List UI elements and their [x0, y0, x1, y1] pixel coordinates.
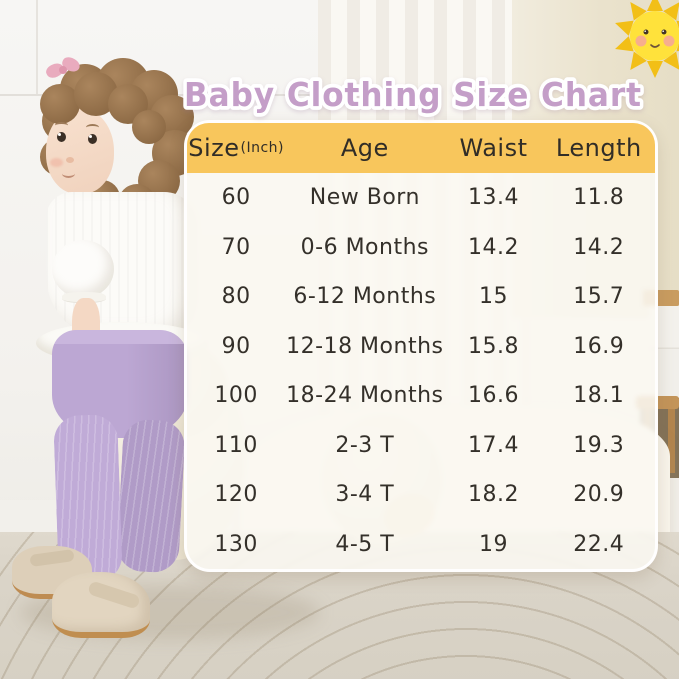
- cell-waist: 15: [479, 284, 508, 310]
- cell-length: 16.9: [573, 333, 625, 359]
- sun-face: [630, 11, 679, 61]
- toddler-cheek: [50, 158, 63, 167]
- cell-waist: 15.8: [468, 333, 519, 359]
- cell-age: 0-6 Months: [300, 234, 429, 260]
- cell-length: 18.1: [573, 383, 625, 409]
- toddler-eye: [57, 132, 66, 142]
- cell-length: 11.8: [573, 185, 625, 211]
- cell-waist: 14.2: [468, 234, 519, 260]
- toddler-eye: [88, 134, 97, 144]
- cell-age: New Born: [309, 185, 420, 211]
- table-row: 100 18-24 Months 16.6 18.1: [187, 371, 655, 421]
- table-row: 70 0-6 Months 14.2 14.2: [187, 223, 655, 273]
- cell-size: 100: [214, 383, 258, 409]
- table-header-row: Size (Inch) Age Waist Length: [187, 123, 655, 173]
- cell-length: 14.2: [573, 234, 625, 260]
- cell-age: 4-5 T: [335, 531, 395, 557]
- page-title: Baby Clothing Size Chart: [180, 71, 645, 118]
- pink-bow-knot: [59, 66, 67, 74]
- table-row: 90 12-18 Months 15.8 16.9: [187, 322, 655, 372]
- cell-size: 90: [221, 333, 251, 359]
- header-size: Size (Inch): [187, 134, 285, 162]
- toddler-hair-fringe: [40, 84, 80, 124]
- cell-length: 22.4: [573, 531, 625, 557]
- wall-seam: [36, 0, 38, 94]
- cell-size: 110: [214, 432, 258, 458]
- cell-length: 19.3: [573, 432, 625, 458]
- toddler-nose: [66, 157, 74, 163]
- table-row: 130 4-5 T 19 22.4: [187, 520, 655, 570]
- cell-age: 18-24 Months: [286, 383, 444, 409]
- table-row: 110 2-3 T 17.4 19.3: [187, 421, 655, 471]
- header-size-unit: (Inch): [240, 140, 285, 156]
- sun-rays: [615, 0, 679, 78]
- sun-icon: [615, 0, 679, 78]
- cell-waist: 13.4: [468, 185, 519, 211]
- cell-waist: 16.6: [468, 383, 519, 409]
- cell-waist: 17.4: [468, 432, 519, 458]
- header-waist: Waist: [459, 134, 528, 162]
- stool-leg: [668, 409, 675, 473]
- cell-age: 3-4 T: [335, 482, 395, 508]
- title-text: Baby Clothing Size Chart: [184, 75, 642, 114]
- toddler-mouth: [62, 169, 75, 178]
- cell-length: 20.9: [573, 482, 625, 508]
- cell-age: 6-12 Months: [293, 284, 437, 310]
- table-row: 120 3-4 T 18.2 20.9: [187, 470, 655, 520]
- table-row: 60 New Born 13.4 11.8: [187, 173, 655, 223]
- cell-size: 80: [221, 284, 251, 310]
- puff-sleeve: [52, 240, 114, 298]
- size-chart-panel: Size (Inch) Age Waist Length 60 New Born…: [184, 120, 658, 572]
- toddler-eyebrow: [86, 124, 99, 131]
- toddler-eyebrow: [55, 122, 68, 129]
- cell-age: 12-18 Months: [286, 333, 444, 359]
- cell-size: 60: [221, 185, 251, 211]
- cell-length: 15.7: [573, 284, 625, 310]
- cell-age: 2-3 T: [335, 432, 395, 458]
- table-body: 60 New Born 13.4 11.8 70 0-6 Months 14.2…: [187, 173, 655, 569]
- header-length: Length: [555, 134, 642, 162]
- header-size-label: Size: [188, 134, 240, 162]
- wall-seam: [0, 94, 418, 96]
- cell-size: 130: [214, 531, 258, 557]
- leggings-leg: [116, 418, 186, 574]
- header-age: Age: [340, 134, 389, 162]
- toddler-hair-fringe: [132, 110, 166, 144]
- cell-waist: 18.2: [468, 482, 519, 508]
- cell-size: 120: [214, 482, 258, 508]
- cell-size: 70: [221, 234, 251, 260]
- cell-waist: 19: [479, 531, 508, 557]
- table-row: 80 6-12 Months 15 15.7: [187, 272, 655, 322]
